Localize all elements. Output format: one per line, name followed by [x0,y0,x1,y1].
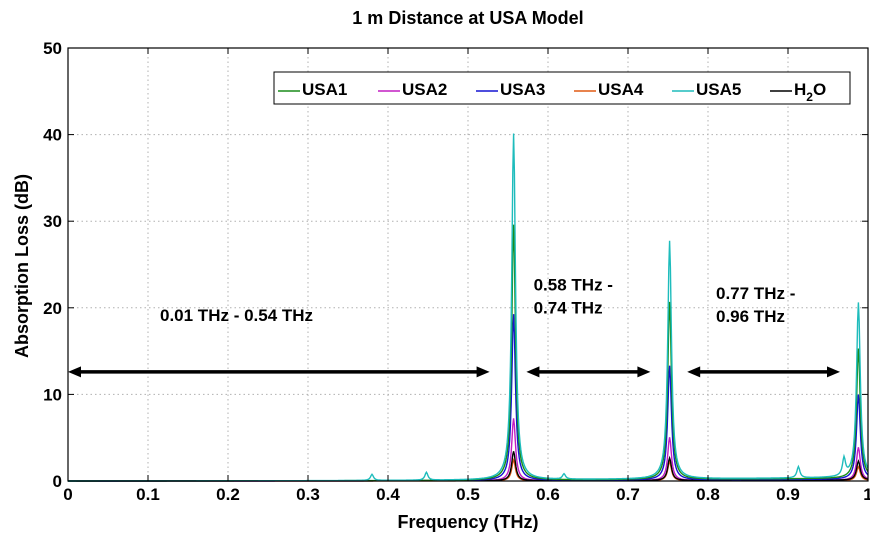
range-annotation-label: 0.77 THz - [716,284,795,303]
annotation-layer: 0.01 THz - 0.54 THz 0.58 THz - 0.74 THz 0.7… [68,275,840,378]
chart-title: 1 m Distance at USA Model [352,8,583,28]
y-tick-label: 50 [43,39,62,58]
y-tick-label: 10 [43,385,62,404]
x-tick-label: 0.5 [456,485,480,504]
legend-box [273,71,851,105]
x-tick-label: 0.6 [536,485,560,504]
range-arrow-head-left [526,366,540,378]
legend-label-usa4: USA4 [598,80,644,99]
x-tick-label: 0.2 [216,485,240,504]
y-tick-label: 0 [53,472,62,491]
x-tick-label: 0.4 [376,485,400,504]
x-axis-title: Frequency (THz) [397,512,538,532]
y-tick-label: 40 [43,126,62,145]
range-annotation-label: 0.74 THz [534,298,603,317]
y-axis-title: Absorption Loss (dB) [12,174,32,358]
grid [68,48,868,481]
legend-label-usa2: USA2 [402,80,447,99]
y-tick-label: 20 [43,299,62,318]
legend-label-usa1: USA1 [302,80,347,99]
x-tick-label: 0.7 [616,485,640,504]
x-tick-label: 0 [63,485,72,504]
x-tick-label: 0.9 [776,485,800,504]
range-arrow-head-right [827,366,840,378]
range-annotation-label: 0.96 THz [716,307,785,326]
legend-label-usa5: USA5 [696,80,741,99]
legend: USA1 USA2 USA3 USA4 USA5 H2O [273,71,851,105]
series-line-usa3 [68,314,869,482]
y-tick-label: 30 [43,212,62,231]
series-line-usa1 [68,224,869,482]
legend-label-h2o: H2O [794,80,826,104]
legend-label-usa3: USA3 [500,80,545,99]
x-tick-label: 0.8 [696,485,720,504]
x-tick-label: 1 [863,485,870,504]
range-annotation-label: 0.58 THz - [534,275,613,294]
range-arrow-head-right [637,366,651,378]
range-arrow-head-left [68,366,81,378]
range-annotation-label: 0.01 THz - 0.54 THz [160,306,313,325]
x-tick-label: 0.3 [296,485,320,504]
range-arrow-head-left [687,366,701,378]
range-arrow-head-right [476,366,490,378]
x-tick-label: 0.1 [136,485,160,504]
